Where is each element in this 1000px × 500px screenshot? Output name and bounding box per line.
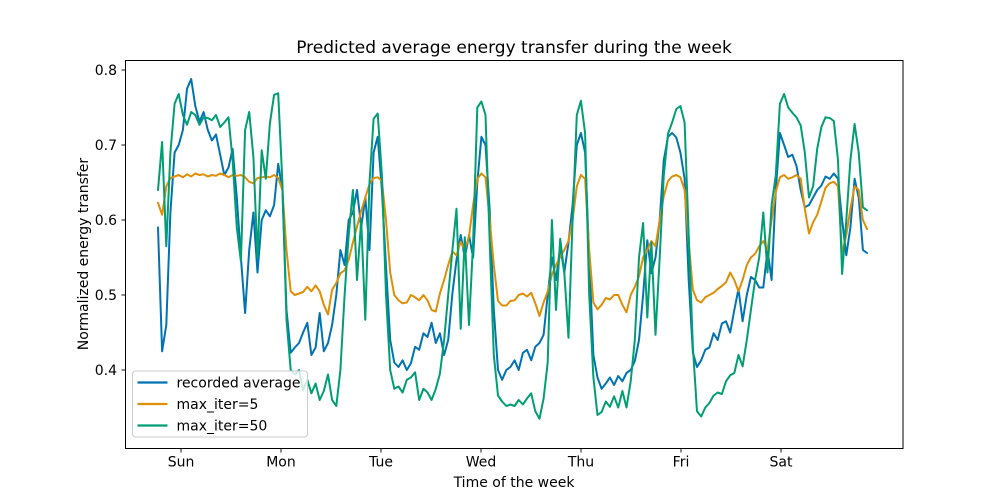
legend: recorded average max_iter=5 max_iter=50	[132, 370, 308, 438]
y-tick-label: 0.8	[95, 63, 117, 79]
plot-area-frame	[125, 60, 904, 449]
x-axis-label: Time of the week	[453, 475, 576, 491]
legend-box	[132, 370, 308, 438]
x-tick-label: Fri	[673, 455, 690, 471]
legend-entry-label: max_iter=50	[177, 419, 268, 435]
legend-entry-label: max_iter=5	[177, 397, 259, 413]
y-axis-label: Normalized energy transfer	[76, 158, 92, 351]
x-tick-label: Mon	[266, 455, 296, 471]
y-tick-label: 0.6	[95, 213, 117, 229]
x-tick-label: Thu	[567, 455, 594, 471]
series-line-max-iter-50	[157, 92, 868, 420]
axis-ticks: 0.4 0.5 0.6 0.7 0.8 Sun Mon Tue Wed Thu Fri Sat	[95, 63, 793, 471]
y-tick-label: 0.7	[95, 138, 117, 154]
legend-entry-label: recorded average	[177, 376, 301, 392]
series-lines	[157, 78, 868, 420]
x-tick-label: Sat	[770, 455, 793, 471]
chart-title: Predicted average energy transfer during…	[296, 38, 732, 58]
y-tick-label: 0.4	[95, 363, 117, 379]
x-tick-label: Tue	[368, 455, 393, 471]
x-tick-label: Sun	[168, 455, 195, 471]
y-tick-label: 0.5	[95, 288, 117, 304]
series-line-recorded-average	[157, 78, 868, 390]
x-tick-label: Wed	[466, 455, 497, 471]
series-line-max-iter-5	[157, 172, 868, 317]
